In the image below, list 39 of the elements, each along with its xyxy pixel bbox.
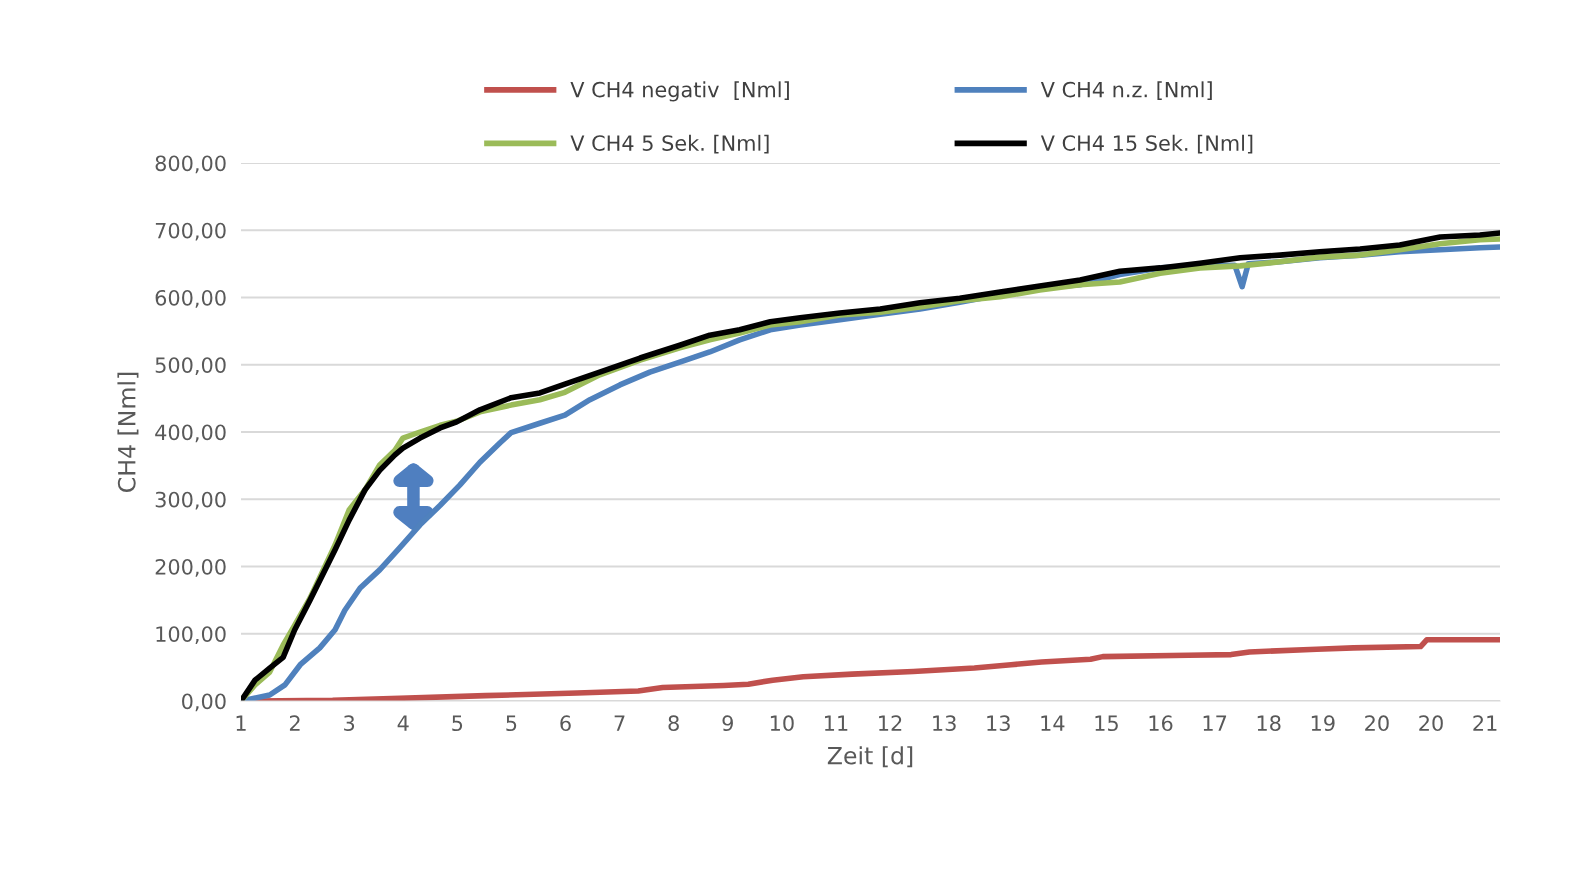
x-tick-label: 15 [1095, 715, 1118, 732]
x-tick-label: 20 [1365, 715, 1389, 732]
x-tick-label: 10 [770, 715, 794, 732]
x-tick-label: 13 [933, 715, 956, 732]
x-tick-label: 21 [1473, 715, 1497, 731]
x-tick-label: 20 [1419, 715, 1443, 732]
x-tick-label: 5 [506, 715, 517, 732]
y-tick-label: 500,00 [155, 357, 226, 376]
y-tick-label: 700,00 [155, 222, 226, 241]
y-tick-label: 0,00 [182, 693, 226, 712]
legend-label: V CH4 15 Sek. [Nml] [1040, 134, 1253, 154]
legend-label: V CH4 5 Sek. [Nml] [570, 134, 769, 154]
x-tick-label: 12 [879, 715, 902, 731]
y-tick-label: 100,00 [156, 626, 226, 645]
x-tick-label: 2 [289, 715, 300, 731]
x-axis-title: Zeit [d] [827, 746, 913, 768]
x-tick-label: 18 [1257, 715, 1281, 732]
x-tick-label: 1 [236, 715, 246, 731]
x-tick-label: 9 [722, 715, 733, 732]
x-tick-label: 19 [1311, 715, 1335, 732]
x-tick-label: 4 [397, 715, 409, 731]
y-axis-title: CH4 [Nml] [117, 372, 139, 492]
legend-label: V CH4 n.z. [Nml] [1040, 81, 1212, 100]
x-tick-label: 14 [1041, 715, 1065, 731]
y-tick-label: 800,00 [155, 155, 226, 174]
x-tick-label: 7 [614, 715, 625, 731]
x-tick-label: 5 [452, 715, 463, 732]
x-tick-label: 8 [668, 715, 679, 732]
legend-label: V CH4 negativ [Nml] [570, 81, 789, 102]
y-tick-label: 600,00 [155, 289, 226, 308]
y-tick-label: 400,00 [155, 424, 226, 443]
y-tick-label: 200,00 [155, 558, 226, 577]
x-tick-label: 13 [987, 715, 1010, 732]
x-tick-label: 17 [1203, 715, 1227, 731]
x-tick-label: 11 [825, 715, 848, 731]
x-tick-label: 16 [1149, 715, 1173, 732]
y-tick-label: 300,00 [155, 491, 226, 510]
x-tick-label: 6 [560, 715, 571, 732]
x-tick-label: 3 [344, 715, 355, 732]
